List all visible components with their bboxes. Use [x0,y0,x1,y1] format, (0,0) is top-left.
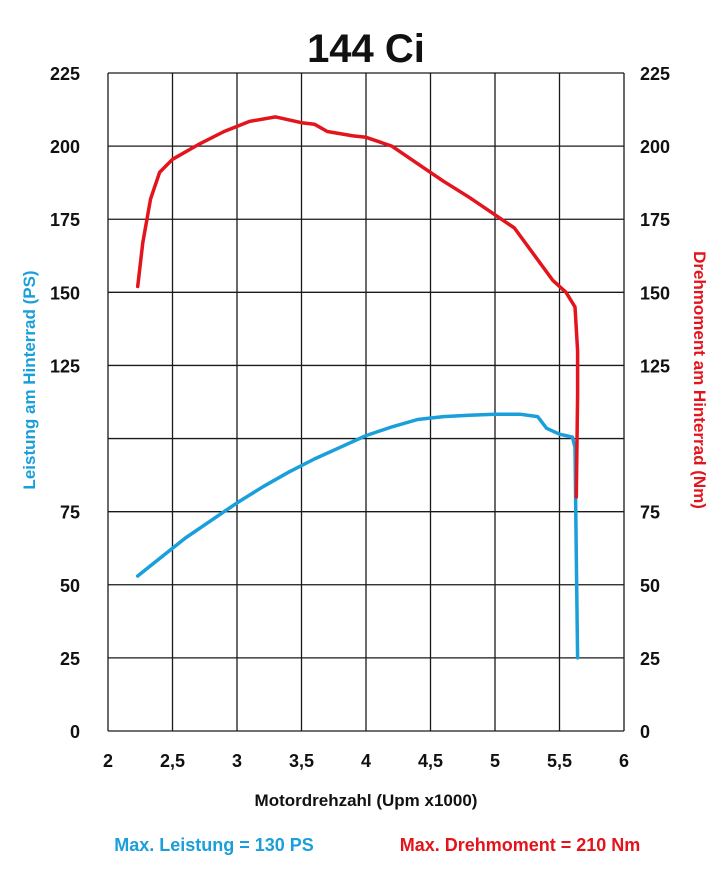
power-series-line [135,412,580,660]
y-tick-label-right: 175 [640,210,670,230]
x-axis-label: Motordrehzahl (Upm x1000) [255,791,478,810]
chart-title: 144 Ci [307,27,425,71]
y-tick-label-left: 0 [70,722,80,742]
x-tick-label: 3,5 [289,751,314,771]
max-power-label: Max. Leistung = 130 PS [114,835,314,855]
x-tick-label: 4 [361,751,371,771]
x-tick-label: 4,5 [418,751,443,771]
y-tick-label-left: 225 [50,64,80,84]
y-tick-label-left: 50 [60,576,80,596]
y-tick-label-left: 25 [60,649,80,669]
grid [107,72,625,732]
y-tick-label-right: 25 [640,649,660,669]
x-tick-label: 3 [232,751,242,771]
y-axis-label-left: Leistung am Hinterrad (PS) [20,270,39,489]
y-tick-label-left: 175 [50,210,80,230]
max-torque-label: Max. Drehmoment = 210 Nm [400,835,641,855]
y-tick-label-left: 200 [50,137,80,157]
x-tick-label: 2,5 [160,751,185,771]
torque-series-line [135,115,580,499]
x-tick-label: 5 [490,751,500,771]
x-tick-label: 2 [103,751,113,771]
y-axis-label-right: Drehmoment am Hinterrad (Nm) [690,251,709,509]
x-tick-label: 6 [619,751,629,771]
tick-labels: 2 2,5 3 3,5 4 4,5 5 5,5 602550751251501752002250… [50,64,670,771]
y-tick-label-right: 200 [640,137,670,157]
y-tick-label-right: 225 [640,64,670,84]
y-tick-label-left: 125 [50,356,80,376]
y-tick-label-right: 150 [640,283,670,303]
x-tick-label: 5,5 [547,751,572,771]
y-tick-label-right: 125 [640,356,670,376]
y-tick-label-right: 50 [640,576,660,596]
y-tick-label-left: 75 [60,503,80,523]
y-tick-label-right: 0 [640,722,650,742]
series-lines [135,115,580,660]
y-tick-label-left: 150 [50,283,80,303]
y-tick-label-right: 75 [640,503,660,523]
